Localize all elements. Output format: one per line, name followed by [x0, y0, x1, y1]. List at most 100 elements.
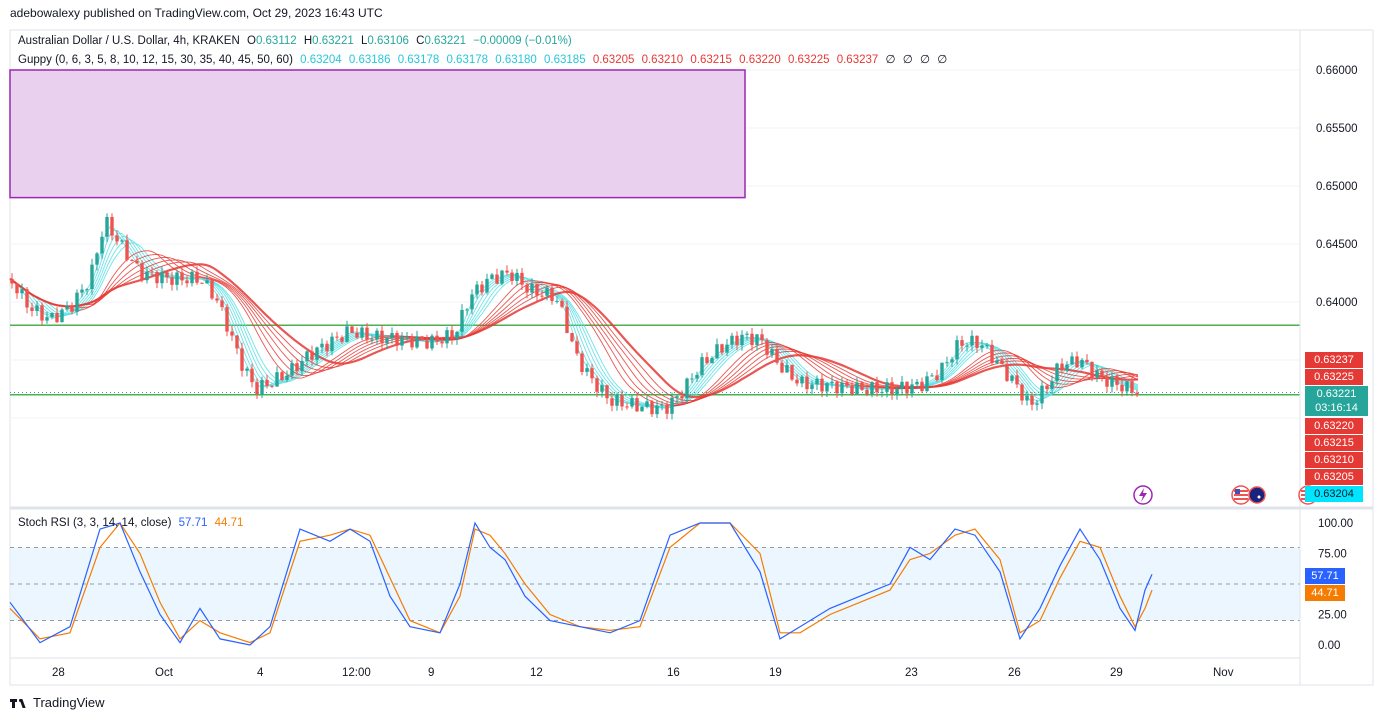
candle-down [450, 330, 454, 340]
candle-down [535, 283, 539, 296]
candle-up [630, 398, 634, 407]
stoch-k-axis-label: 57.71 [1305, 568, 1345, 584]
slow-ema-price-label: 0.63237 [1305, 352, 1363, 368]
candle-up [675, 396, 679, 398]
candle-down [680, 396, 684, 399]
candle-up [300, 360, 304, 372]
candle-down [335, 336, 339, 338]
candle-up [685, 378, 689, 399]
time-tick-label: 12:00 [342, 667, 371, 679]
stoch-k-value: 57.71 [178, 517, 208, 529]
candle-up [755, 334, 759, 346]
candle-down [595, 378, 599, 392]
candle-up [370, 339, 374, 341]
candle-down [1045, 385, 1049, 390]
resistance-zone[interactable] [9, 69, 746, 199]
guppy-slow-value: 0.63220 [739, 54, 781, 66]
candle-countdown: 03:16:14 [1315, 402, 1358, 414]
stoch-d-axis-label: 44.71 [1305, 585, 1345, 601]
guppy-empty-value: ∅ [902, 54, 913, 66]
candle-up [545, 287, 549, 296]
candle-down [1075, 356, 1079, 368]
price-tick-label: 0.66000 [1316, 65, 1358, 77]
candle-up [120, 240, 124, 242]
slow-ema-price-label: 0.63215 [1305, 435, 1363, 451]
candle-up [455, 331, 459, 340]
candle-up [85, 289, 89, 291]
stoch-legend[interactable]: Stoch RSI (3, 3, 14, 14, close) 57.71 44… [18, 517, 247, 529]
candle-down [270, 385, 274, 387]
tradingview-footer[interactable]: TradingView [10, 695, 105, 710]
candle-down [40, 305, 44, 321]
candle-down [230, 331, 234, 336]
candle-down [210, 280, 214, 299]
candle-down [805, 376, 809, 390]
candle-up [585, 368, 589, 372]
candle-up [1125, 381, 1129, 392]
candle-up [730, 335, 734, 345]
candle-up [1035, 403, 1039, 405]
candle-up [655, 405, 659, 415]
candle-up [1040, 385, 1044, 404]
candle-up [660, 404, 664, 406]
candle-up [600, 385, 604, 392]
candle-down [565, 306, 569, 334]
candle-down [650, 401, 654, 415]
time-axis[interactable]: 28 Oct 4 12:00 9 12 16 19 23 26 29 Nov [52, 667, 1234, 679]
candle-up [555, 300, 559, 302]
guppy-legend[interactable]: Guppy (0, 6, 3, 5, 8, 10, 12, 15, 30, 35… [18, 52, 951, 66]
candle-down [280, 372, 284, 381]
candle-down [340, 337, 344, 342]
candle-up [900, 381, 904, 389]
candle-up [895, 388, 899, 395]
candle-up [955, 340, 959, 360]
candle-down [250, 368, 254, 383]
candle-down [905, 381, 909, 394]
candle-down [235, 335, 239, 349]
candle-down [525, 284, 529, 293]
candle-up [725, 344, 729, 353]
candle-down [30, 307, 34, 312]
open-value: 0.63112 [255, 35, 297, 47]
candle-up [1025, 395, 1029, 401]
candle-down [1135, 392, 1139, 395]
stoch-axis[interactable]: 100.00 75.00 25.00 0.00 [1318, 518, 1353, 652]
candle-down [1105, 376, 1109, 387]
candle-up [1055, 363, 1059, 382]
guppy-empty-value: ∅ [937, 54, 948, 66]
candle-down [135, 261, 139, 264]
guppy-slow-value: 0.63225 [787, 54, 830, 66]
us-flag-icon[interactable] [1231, 485, 1251, 505]
candle-up [715, 344, 719, 359]
candle-up [950, 359, 954, 363]
symbol-legend[interactable]: Australian Dollar / U.S. Dollar, 4h, KRA… [18, 35, 576, 47]
open-label: O [246, 35, 256, 47]
candle-up [205, 280, 209, 284]
candle-up [260, 379, 264, 395]
candle-up [785, 364, 789, 373]
candle-up [430, 335, 434, 349]
candle-up [915, 381, 919, 385]
candle-down [835, 381, 839, 394]
candle-down [620, 395, 624, 407]
candle-down [975, 335, 979, 348]
stoch-tick-label: 75.00 [1318, 549, 1347, 561]
guppy-empty-value: ∅ [919, 54, 930, 66]
price-axis[interactable]: 0.66000 0.65500 0.65000 0.64500 0.64000 [1316, 65, 1358, 309]
candle-down [1015, 375, 1019, 385]
au-flag-icon[interactable] [1248, 486, 1266, 504]
stoch-guides [10, 547, 1300, 621]
candle-up [315, 347, 319, 360]
candle-down [1060, 363, 1064, 371]
candle-up [940, 362, 944, 381]
candle-up [405, 336, 409, 338]
candle-down [150, 271, 154, 273]
time-tick-label: 23 [905, 667, 918, 679]
candle-up [485, 278, 489, 293]
slow-ema-price-label: 0.63210 [1305, 452, 1363, 468]
time-tick-label: 12 [530, 667, 543, 679]
candle-down [180, 272, 184, 281]
candle-up [190, 271, 194, 284]
lightning-icon[interactable] [1133, 485, 1153, 505]
